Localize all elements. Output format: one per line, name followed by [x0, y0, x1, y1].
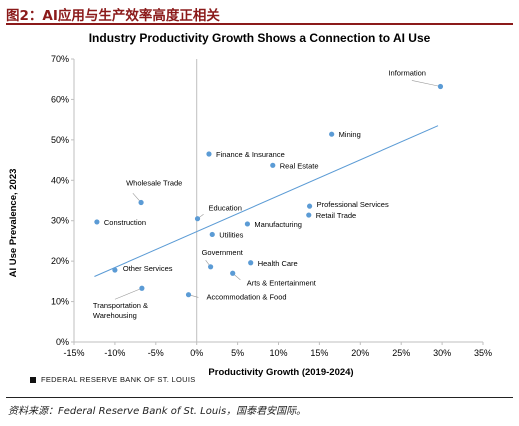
- point-label: Mining: [339, 130, 361, 139]
- point-labels: Information Mining Finance & Insurance Real…: [93, 68, 426, 320]
- y-tick-label: 0%: [56, 337, 69, 347]
- point-label: Finance & Insurance: [216, 150, 285, 159]
- x-axis-title: Productivity Growth (2019-2024): [208, 367, 353, 378]
- data-points: [94, 83, 444, 298]
- square-bullet-icon: [30, 377, 36, 384]
- y-tick-label: 30%: [51, 216, 69, 226]
- point-label: Utilities: [219, 230, 243, 239]
- data-point: [230, 270, 236, 276]
- x-tick-label: 35%: [474, 348, 492, 358]
- y-tick-label: 50%: [51, 135, 69, 145]
- x-tick-label: 30%: [433, 348, 451, 358]
- source-label: FEDERAL RESERVE BANK OF ST. LOUIS: [41, 375, 196, 384]
- point-label: Transportation & Warehousing: [93, 301, 148, 320]
- point-label: Government: [202, 248, 244, 257]
- data-point: [270, 162, 276, 168]
- x-tick-label: 20%: [351, 348, 369, 358]
- data-point: [329, 131, 335, 137]
- point-label: Arts & Entertainment: [247, 278, 317, 287]
- data-point: [112, 267, 118, 273]
- data-point: [248, 260, 254, 266]
- footer-note: 资料来源：Federal Reserve Bank of St. Louis，国…: [8, 406, 307, 417]
- y-tick-label: 20%: [51, 256, 69, 266]
- figure-header: 图2：AI应用与生产效率高度正相关: [6, 4, 513, 25]
- footer-divider: [6, 397, 513, 398]
- trendline: [94, 125, 439, 277]
- data-point: [208, 264, 214, 270]
- data-point: [194, 216, 201, 222]
- x-tick-label: 15%: [310, 348, 328, 358]
- y-tick-label: 40%: [51, 175, 69, 185]
- x-tick-label: 10%: [269, 348, 287, 358]
- chart-title: Industry Productivity Growth Shows a Con…: [88, 31, 431, 45]
- y-tick-label: 10%: [51, 297, 69, 307]
- point-label: Health Care: [258, 259, 298, 268]
- data-point: [244, 221, 251, 227]
- x-tick-label: -5%: [148, 348, 164, 358]
- y-tick-label: 60%: [51, 94, 69, 104]
- point-label: Wholesale Trade: [126, 179, 182, 188]
- point-label: Construction: [104, 218, 146, 227]
- x-tick-label: 25%: [392, 348, 410, 358]
- point-label-line: Warehousing: [93, 311, 137, 320]
- data-point: [94, 219, 100, 225]
- x-tick-label: -15%: [63, 348, 84, 358]
- point-label: Retail Trade: [316, 211, 356, 220]
- trendline-line: [94, 125, 439, 277]
- data-point: [209, 231, 215, 238]
- x-tick-label: 5%: [231, 348, 244, 358]
- point-label-line: Transportation &: [93, 301, 148, 310]
- point-label: Education: [209, 204, 242, 213]
- data-point: [185, 292, 192, 298]
- x-tick-label: -10%: [104, 348, 125, 358]
- chart-axes: 0% 10% 20% 30% 40% 50% 60% 70% -15% -10% -5% 0% 5% 10…: [51, 54, 492, 358]
- data-point: [437, 83, 444, 90]
- y-axis-title: AI Use Prevalence, 2023: [8, 169, 19, 278]
- point-label: Other Services: [123, 264, 173, 273]
- data-point: [306, 203, 313, 209]
- x-tick-label: 0%: [190, 348, 203, 358]
- point-label: Information: [388, 68, 426, 77]
- point-label: Professional Services: [317, 200, 389, 209]
- point-label: Real Estate: [280, 161, 319, 170]
- data-point: [139, 285, 145, 291]
- data-point: [206, 151, 212, 157]
- data-point: [138, 199, 144, 206]
- source-line: FEDERAL RESERVE BANK OF ST. LOUIS: [30, 375, 196, 384]
- point-label: Manufacturing: [254, 220, 302, 229]
- leader-line: [411, 80, 441, 87]
- y-tick-label: 70%: [51, 54, 69, 64]
- data-point: [306, 212, 312, 218]
- leader-line: [114, 287, 143, 300]
- point-label: Accommodation & Food: [207, 293, 287, 302]
- figure-title: 图2：AI应用与生产效率高度正相关: [6, 8, 220, 24]
